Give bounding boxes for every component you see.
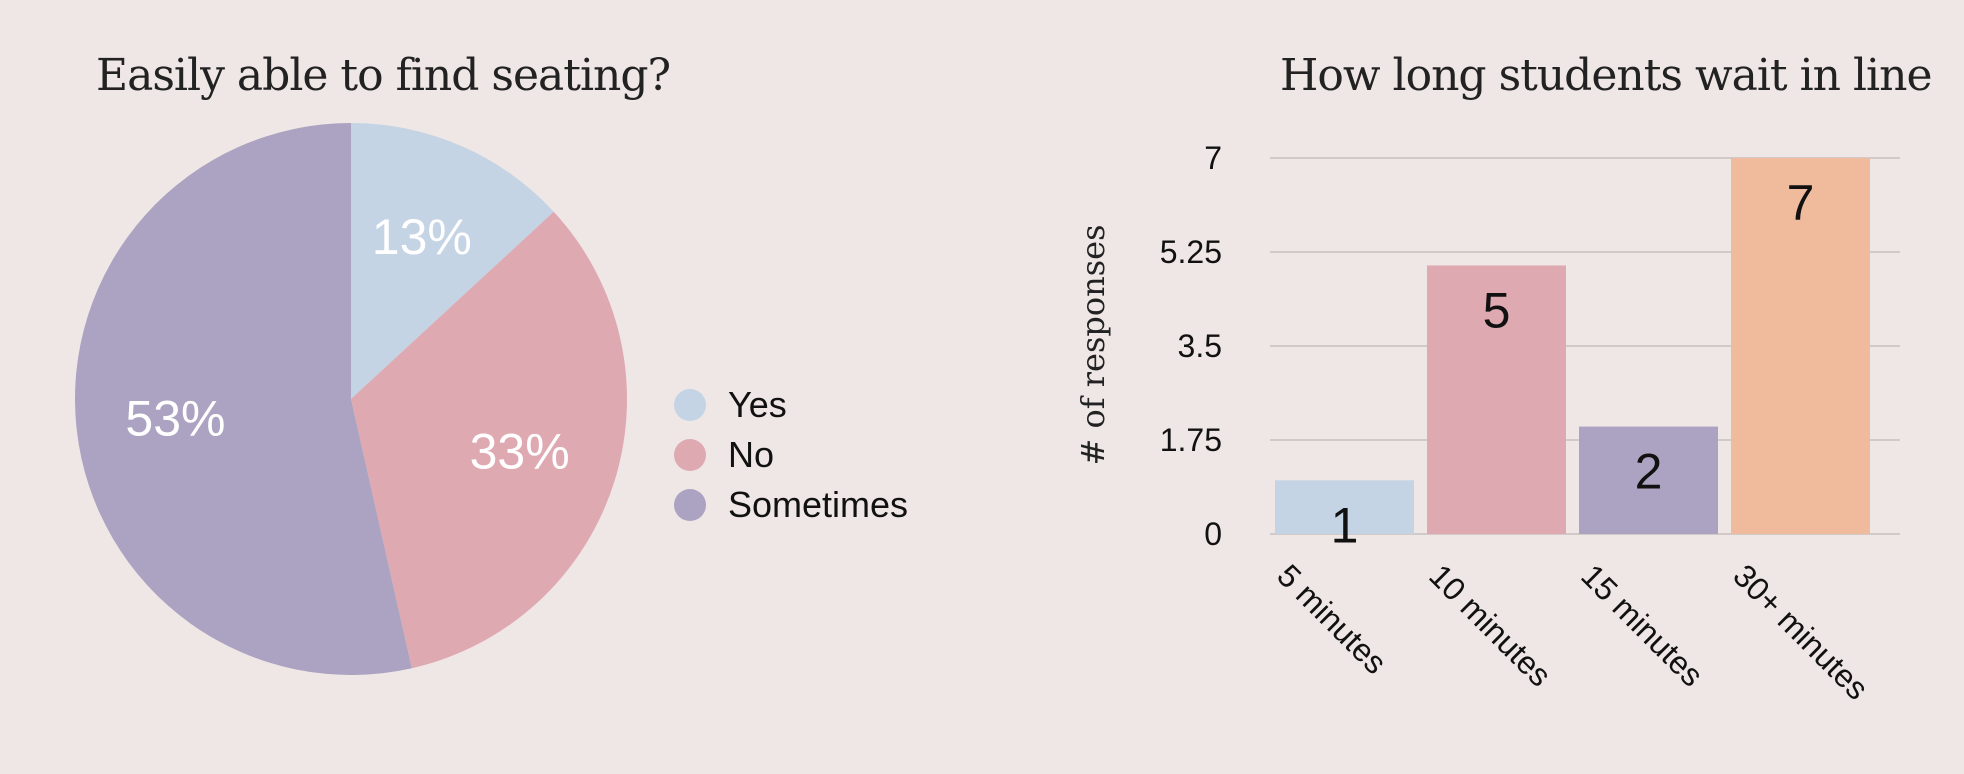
- pie-label-no: 33%: [470, 423, 570, 479]
- x-tick-label: 10 minutes: [1422, 557, 1558, 693]
- legend-label-sometimes: Sometimes: [728, 484, 909, 525]
- legend-swatch-yes: [674, 389, 706, 421]
- pie-chart: 13% 33% 53%: [74, 123, 627, 675]
- y-tick-label: 1.75: [1160, 422, 1222, 458]
- x-tick-label: 5 minutes: [1270, 557, 1394, 681]
- legend-label-no: No: [728, 434, 775, 475]
- legend-swatch-sometimes: [674, 489, 706, 521]
- pie-label-yes: 13%: [372, 209, 472, 265]
- legend-item-yes: Yes: [674, 380, 908, 430]
- bar-chart: 0 1.75 3.5 5.25 7 15 minutes 5 10 minutes 2 15 mi…: [1160, 140, 1900, 707]
- bar-30-minutes: [1731, 158, 1870, 534]
- pie-slice-no: [351, 211, 627, 669]
- pie-chart-title: Easily able to find seating?: [96, 50, 671, 101]
- x-tick-label: 30+ minutes: [1726, 557, 1875, 706]
- bar-5-minutes: [1275, 480, 1414, 534]
- legend-item-no: No: [674, 430, 908, 480]
- legend-swatch-no: [674, 439, 706, 471]
- pie-legend: Yes No Sometimes: [674, 380, 908, 530]
- bar-value-label: 1: [1331, 497, 1359, 553]
- y-tick-label: 0: [1204, 516, 1222, 552]
- pie-slice-sometimes: [74, 123, 412, 675]
- bar-value-label: 7: [1787, 175, 1815, 231]
- bar-10-minutes: [1427, 265, 1566, 534]
- y-tick-label: 7: [1204, 140, 1222, 176]
- legend-label-yes: Yes: [728, 384, 787, 425]
- pie-slice-yes: [351, 123, 554, 399]
- bar-chart-title: How long students wait in line: [1280, 50, 1933, 101]
- bar-15-minutes: [1579, 426, 1718, 534]
- pie-label-sometimes: 53%: [125, 391, 225, 447]
- bar-value-label: 5: [1483, 282, 1511, 338]
- y-tick-label: 5.25: [1160, 234, 1222, 270]
- legend-item-sometimes: Sometimes: [674, 480, 908, 530]
- y-tick-label: 3.5: [1178, 328, 1222, 364]
- x-tick-label: 15 minutes: [1574, 557, 1710, 693]
- bar-value-label: 2: [1635, 444, 1663, 500]
